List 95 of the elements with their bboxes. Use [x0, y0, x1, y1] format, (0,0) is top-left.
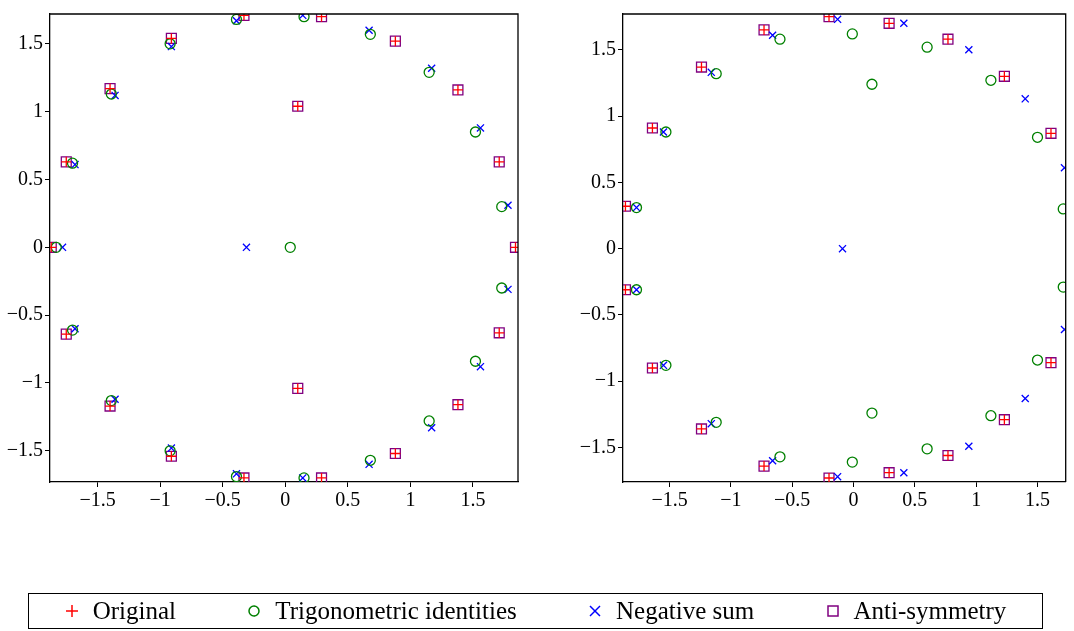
point [768, 456, 777, 465]
point [364, 460, 374, 469]
point [476, 123, 485, 133]
legend-label: Original [92, 597, 176, 625]
point [838, 244, 847, 253]
point [469, 126, 482, 138]
x-tick-label: 0.5 [902, 488, 928, 511]
point [503, 201, 513, 210]
point [707, 419, 716, 428]
y-tick-label: 1 [606, 103, 616, 126]
y-tick-label: 1.5 [18, 31, 43, 54]
point [105, 88, 117, 100]
point [846, 28, 858, 40]
legend-label: Anti-symmetry [853, 597, 1007, 625]
point [167, 443, 176, 453]
point [985, 410, 997, 422]
point [364, 26, 374, 35]
y-tick-label: 0 [606, 235, 616, 258]
x-tick-label: −1.5 [651, 488, 688, 511]
y-tick-label: 0.5 [18, 166, 43, 189]
legend-label: Negative sum [616, 597, 755, 625]
point [1031, 131, 1044, 143]
point [833, 15, 842, 24]
point [866, 407, 878, 419]
point [710, 68, 722, 80]
point [469, 355, 482, 367]
point [921, 41, 933, 53]
x-tick-label: −1 [720, 488, 742, 511]
point [364, 28, 376, 40]
y-tick-label: −1 [594, 368, 616, 391]
point [660, 359, 672, 371]
x-tick-label: 0 [848, 488, 859, 511]
point [496, 282, 508, 294]
point [1021, 94, 1030, 104]
y-tick-label: −0.5 [579, 302, 616, 325]
point [1021, 394, 1030, 403]
point [899, 19, 909, 28]
x-tick-label: −1 [149, 488, 171, 511]
legend-label: Trigonometric identities [275, 597, 517, 625]
point [707, 68, 716, 77]
point [964, 442, 974, 451]
point [50, 241, 62, 253]
point [833, 472, 842, 481]
x-tick-label: 1 [971, 488, 982, 511]
point [427, 423, 436, 432]
point [164, 445, 176, 457]
point [164, 38, 176, 50]
y-tick-label: −1.5 [6, 438, 43, 461]
point [496, 200, 508, 213]
point [846, 456, 858, 468]
x-tick-label: −0.5 [774, 488, 811, 511]
point [476, 362, 485, 371]
point [1031, 354, 1044, 366]
point [66, 324, 79, 336]
point [110, 395, 120, 404]
point [866, 78, 878, 90]
y-tick-label: 1 [33, 98, 43, 121]
point [58, 243, 67, 252]
point [774, 33, 786, 45]
point [660, 126, 672, 138]
point [423, 415, 435, 427]
point [659, 127, 668, 137]
point [167, 42, 176, 51]
point [284, 241, 296, 253]
y-tick-label: 1.5 [591, 37, 616, 60]
point [110, 91, 120, 100]
point [899, 468, 909, 477]
x-tick-label: 1 [405, 488, 416, 511]
x-tick-label: 1.5 [1024, 488, 1050, 511]
y-tick-label: −1 [21, 370, 43, 393]
y-tick-label: −1.5 [579, 434, 616, 457]
point [364, 454, 376, 466]
point [503, 285, 513, 294]
y-tick-label: 0 [33, 234, 43, 257]
point [105, 394, 117, 407]
x-tick-label: 0.5 [335, 488, 361, 511]
x-tick-label: −1.5 [79, 488, 116, 511]
point [242, 243, 251, 252]
point [921, 443, 933, 455]
x-tick-label: −0.5 [204, 488, 241, 511]
point [774, 451, 786, 463]
x-tick-label: 0 [280, 488, 291, 511]
x-tick-label: 1.5 [460, 488, 486, 511]
point [985, 74, 997, 86]
point [70, 160, 80, 169]
point [427, 64, 436, 73]
point [423, 66, 435, 78]
point [70, 324, 80, 333]
point [66, 157, 79, 169]
point [768, 31, 777, 40]
point [710, 416, 722, 428]
point [964, 45, 974, 54]
y-tick-label: −0.5 [6, 302, 43, 325]
point [659, 361, 668, 370]
y-tick-label: 0.5 [591, 169, 616, 192]
